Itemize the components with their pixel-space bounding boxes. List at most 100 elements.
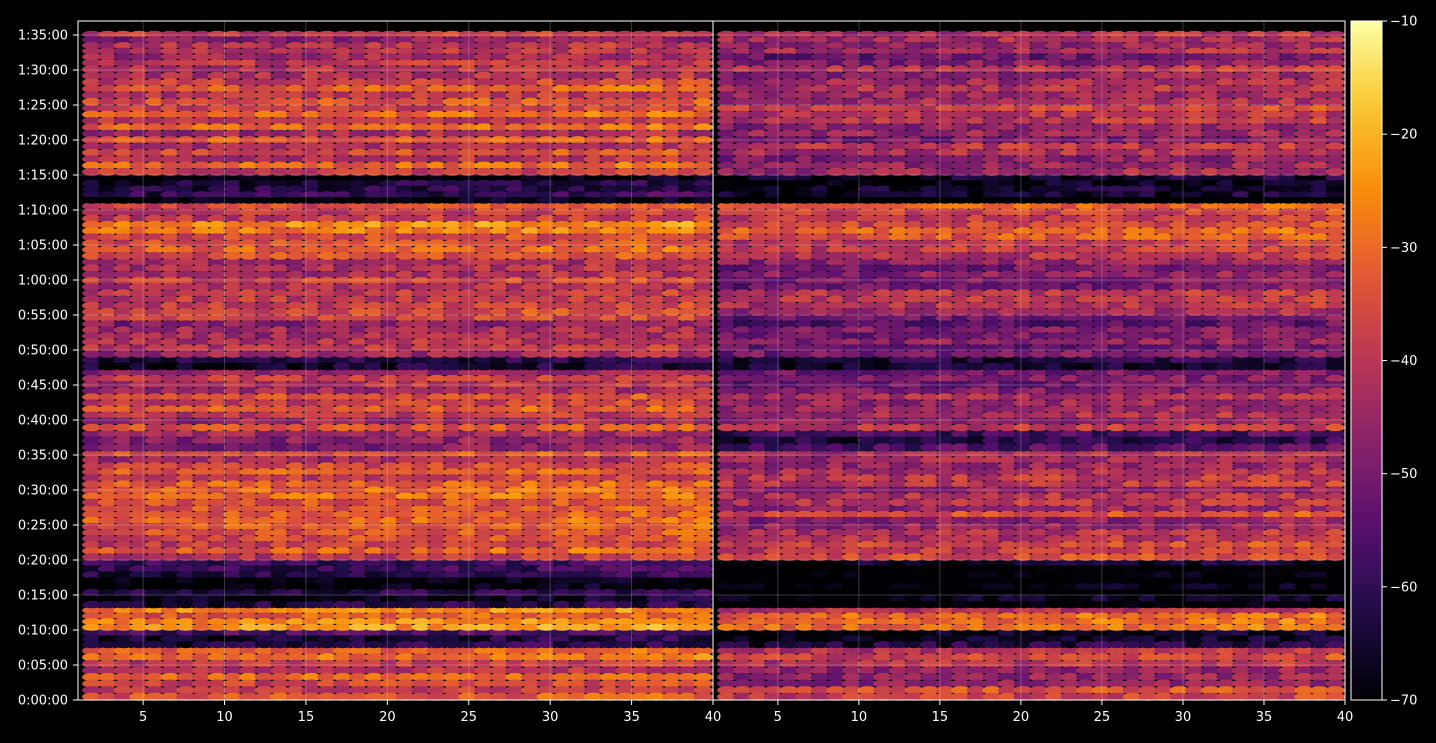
heatmap-cell	[176, 480, 196, 489]
heatmap-cell	[677, 368, 698, 377]
heatmap-cell	[270, 623, 290, 631]
heatmap-cell	[317, 480, 337, 489]
heatmap-cell	[191, 492, 212, 501]
heatmap-cell	[411, 443, 431, 452]
heatmap-cell	[615, 436, 635, 445]
heatmap-cell	[317, 571, 337, 579]
heatmap-cell	[113, 595, 133, 603]
heatmap-cell	[364, 528, 384, 537]
heatmap-cell	[489, 600, 510, 609]
heatmap-cell	[191, 618, 212, 626]
heatmap-cell	[129, 553, 149, 561]
heatmap-cell	[458, 686, 478, 695]
heatmap-cell	[176, 672, 196, 682]
heatmap-cell	[223, 641, 243, 649]
heatmap-cell	[191, 510, 212, 519]
heatmap-cell	[223, 436, 243, 445]
heatmap-cell	[505, 565, 525, 573]
heatmap-cell	[270, 381, 290, 389]
heatmap-cell	[615, 456, 635, 464]
heatmap-cell	[207, 456, 227, 464]
heatmap-cell	[238, 641, 259, 649]
heatmap-cell	[97, 429, 118, 439]
heatmap-cell	[270, 368, 290, 377]
heatmap-cell	[207, 522, 227, 531]
heatmap-cell	[254, 468, 274, 476]
heatmap-cell	[160, 672, 180, 682]
heatmap-cell	[254, 436, 274, 445]
heatmap-cell	[144, 629, 165, 637]
heatmap-cell	[144, 672, 165, 682]
heatmap-cell	[380, 635, 400, 643]
heatmap-cell	[693, 498, 713, 507]
heatmap-cell	[317, 565, 337, 573]
heatmap-cell	[505, 612, 525, 620]
heatmap-cell	[505, 374, 525, 383]
heatmap-cell	[489, 522, 510, 531]
heatmap-cell	[82, 429, 102, 439]
heatmap-cell	[458, 393, 478, 401]
heatmap-cell	[693, 350, 713, 358]
heatmap-cell	[113, 666, 133, 675]
heatmap-cell	[254, 547, 274, 555]
heatmap-cell	[207, 541, 227, 549]
heatmap-cell	[536, 565, 557, 573]
heatmap-cell	[662, 646, 682, 655]
heatmap-cell	[568, 618, 588, 626]
heatmap-cell	[82, 399, 102, 407]
heatmap-cell	[474, 623, 494, 631]
heatmap-cell	[615, 393, 635, 401]
heatmap-cell	[82, 559, 102, 567]
heatmap-cell	[677, 653, 698, 662]
heatmap-cell	[97, 577, 118, 585]
heatmap-cell	[442, 692, 463, 701]
heatmap-cell	[552, 535, 572, 543]
heatmap-cell	[662, 516, 682, 525]
heatmap-cell	[207, 468, 227, 476]
heatmap-cell	[474, 553, 494, 561]
heatmap-cell	[474, 571, 494, 579]
heatmap-cell	[646, 692, 666, 701]
heatmap-cell	[395, 635, 415, 643]
heatmap-cell	[568, 612, 588, 620]
heatmap-cell	[505, 641, 525, 649]
heatmap-cell	[238, 547, 259, 555]
heatmap-cell	[144, 436, 165, 445]
heatmap-cell	[677, 565, 698, 573]
heatmap-cell	[411, 559, 431, 567]
heatmap-cell	[97, 672, 118, 682]
heatmap-cell	[458, 600, 478, 609]
heatmap-cell	[191, 635, 212, 643]
heatmap-cell	[599, 600, 619, 609]
heatmap-cell	[238, 510, 259, 519]
heatmap-cell	[97, 528, 118, 537]
heatmap-cell	[380, 692, 400, 701]
heatmap-cell	[427, 606, 447, 614]
heatmap-cell	[176, 583, 196, 591]
heatmap-cell	[364, 450, 384, 458]
heatmap-cell	[191, 606, 212, 614]
heatmap-cell	[301, 583, 321, 591]
heatmap-cell	[395, 612, 415, 620]
heatmap-cell	[113, 589, 133, 597]
heatmap-cell	[693, 583, 713, 591]
heatmap-cell	[427, 565, 447, 573]
heatmap-cell	[380, 429, 400, 439]
heatmap-cell	[270, 374, 290, 383]
heatmap-cell	[207, 443, 227, 452]
heatmap-cell	[615, 516, 635, 525]
heatmap-cell	[364, 387, 384, 395]
heatmap-cell	[160, 692, 180, 701]
heatmap-cell	[458, 528, 478, 537]
heatmap-cell	[317, 612, 337, 620]
heatmap-cell	[677, 618, 698, 626]
heatmap-cell	[442, 504, 463, 513]
heatmap-cell	[144, 504, 165, 513]
heatmap-cell	[442, 679, 463, 688]
heatmap-cell	[615, 629, 635, 637]
heatmap-cell	[144, 480, 165, 489]
heatmap-cell	[191, 498, 212, 507]
heatmap-cell	[238, 468, 259, 476]
heatmap-cell	[568, 492, 588, 501]
